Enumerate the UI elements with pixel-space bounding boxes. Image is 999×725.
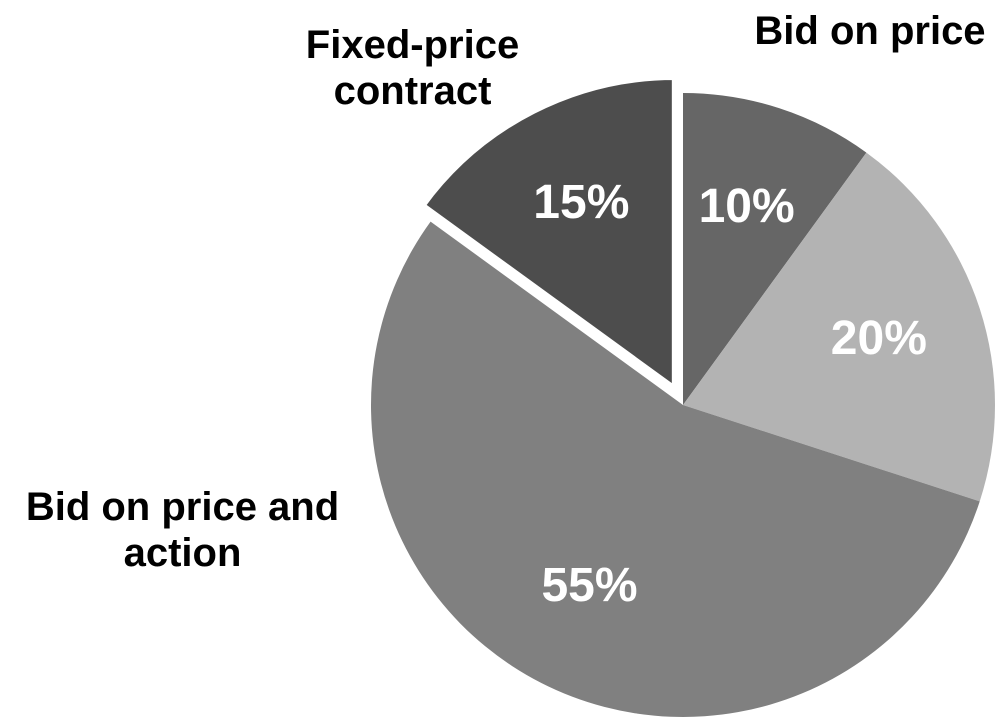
pie-slice — [683, 93, 867, 405]
value-label: 55% — [541, 559, 637, 612]
category-label: Bid on price — [754, 9, 986, 53]
category-label: Bid on price and action — [25, 485, 340, 575]
category-label: Fixed-price contract — [305, 23, 520, 113]
pie-slice — [418, 73, 678, 395]
value-label: 10% — [699, 180, 795, 233]
value-label: 20% — [831, 312, 927, 365]
pie-slice — [683, 152, 995, 502]
value-label: 15% — [533, 176, 629, 229]
pie-slice — [371, 221, 980, 717]
